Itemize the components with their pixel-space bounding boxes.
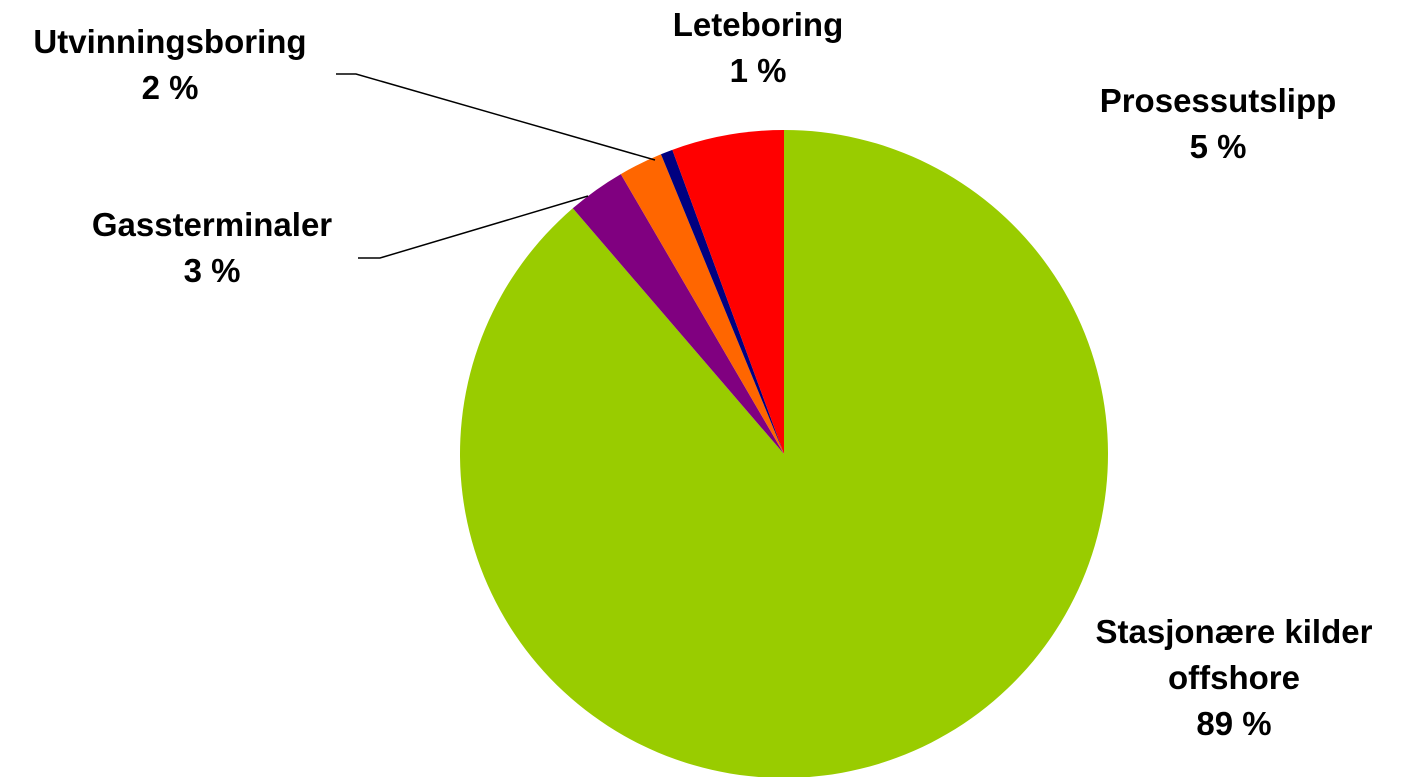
leader-lines: [336, 73, 656, 259]
pie-slice-gassterminaler: [572, 174, 784, 454]
pie-slice-leteboring: [660, 149, 784, 455]
slice-name-stasjonaere-kilder: Stasjonære kilder: [1096, 613, 1373, 650]
slice-percent-utvinningsboring: 2 %: [142, 69, 199, 106]
slice-name-prosessutslipp: Prosessutslipp: [1100, 82, 1337, 119]
slice-label-gassterminaler: Gassterminaler 3 %: [92, 206, 332, 289]
slice-percent-gassterminaler: 3 %: [184, 252, 241, 289]
slices-layer: [460, 130, 1108, 777]
slice-label-stasjonaere-kilder: Stasjonære kilder offshore 89 %: [1096, 613, 1373, 742]
slice-percent-leteboring: 1 %: [730, 52, 787, 89]
slice-percent-stasjonaere-kilder: 89 %: [1196, 705, 1271, 742]
leader-line-utvinningsboring: [336, 73, 656, 161]
pie-slice-utvinningsboring: [620, 154, 784, 455]
slice-label-leteboring: Leteboring 1 %: [673, 6, 844, 89]
pie-slice-prosessutslipp: [672, 130, 784, 454]
slice-label-prosessutslipp: Prosessutslipp 5 %: [1100, 82, 1337, 165]
slice-name-leteboring: Leteboring: [673, 6, 844, 43]
leader-line-gassterminaler: [358, 195, 589, 259]
slice-label-utvinningsboring: Utvinningsboring 2 %: [33, 23, 306, 106]
slice-name-utvinningsboring: Utvinningsboring: [33, 23, 306, 60]
pie-slice-stasjonaere-kilder: [460, 130, 1108, 777]
slice-name-stasjonaere-kilder: offshore: [1168, 659, 1300, 696]
slice-name-gassterminaler: Gassterminaler: [92, 206, 332, 243]
slice-labels: Stasjonære kilder offshore 89 % Gasstermina…: [33, 6, 1372, 742]
slice-percent-prosessutslipp: 5 %: [1190, 128, 1247, 165]
